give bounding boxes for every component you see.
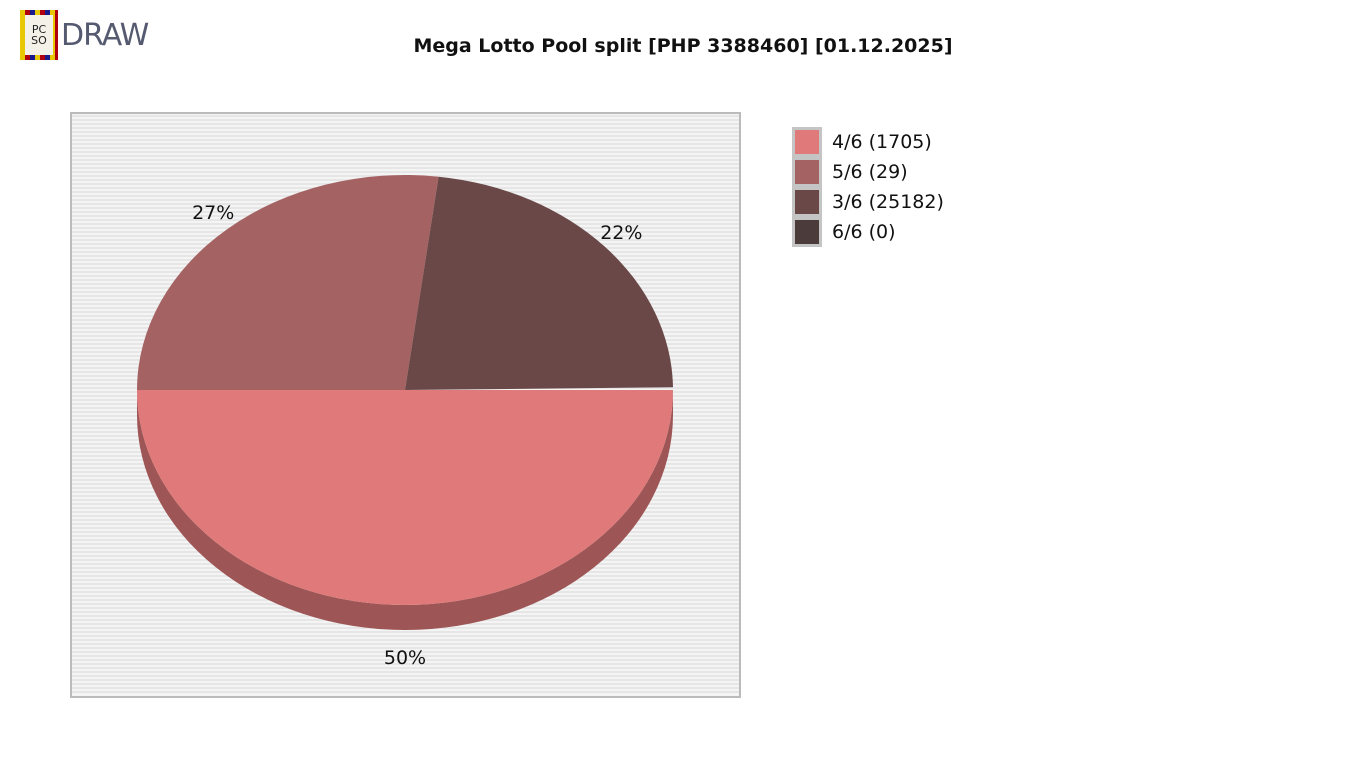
pcso-badge: PC SO (20, 10, 58, 60)
legend-item: 5/6 (29) (792, 152, 944, 192)
slice-percent-label: 50% (384, 647, 426, 669)
slice-percent-label: 27% (192, 202, 234, 224)
pie-slice (137, 174, 439, 390)
logo-text: DRAW (61, 17, 149, 53)
legend-item: 4/6 (1705) (792, 122, 944, 162)
legend-label: 3/6 (25182) (832, 191, 944, 213)
legend-swatch (792, 127, 822, 157)
legend-label: 5/6 (29) (832, 161, 908, 183)
pie-slice (405, 176, 673, 390)
legend-swatch (792, 187, 822, 217)
legend-label: 4/6 (1705) (832, 131, 932, 153)
pcso-draw-logo[interactable]: PC SO DRAW (20, 10, 149, 60)
chart-title: Mega Lotto Pool split [PHP 3388460] [01.… (413, 35, 953, 57)
legend: 4/6 (1705) 5/6 (29) 3/6 (25182) 6/6 (0) (792, 122, 944, 252)
legend-item: 6/6 (0) (792, 212, 944, 252)
legend-item: 3/6 (25182) (792, 182, 944, 222)
legend-label: 6/6 (0) (832, 221, 896, 243)
slice-percent-label: 22% (600, 222, 642, 244)
legend-swatch (792, 157, 822, 187)
pie-slice (137, 390, 673, 605)
legend-swatch (792, 217, 822, 247)
